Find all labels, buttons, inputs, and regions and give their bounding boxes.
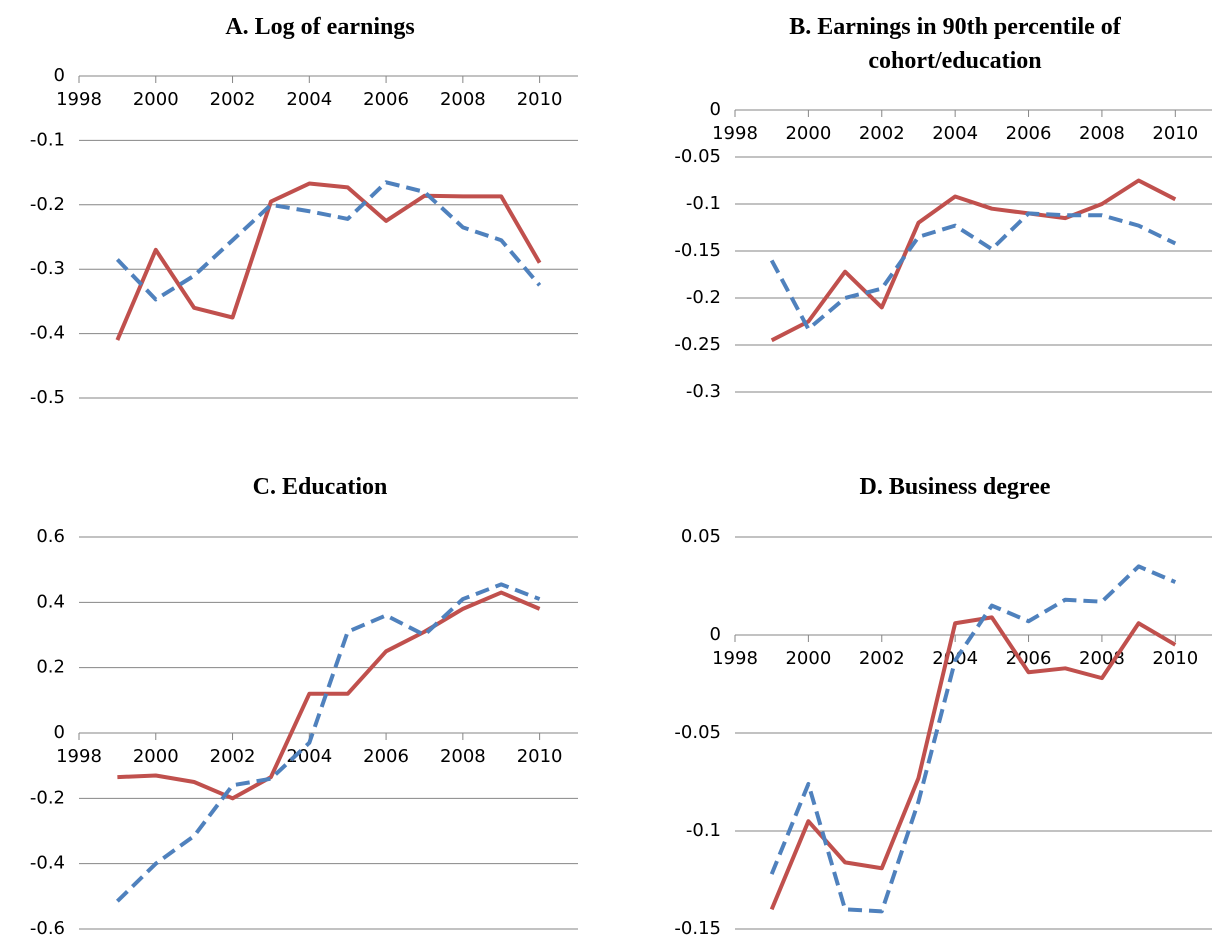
y-tick-label: -0.25: [674, 334, 721, 355]
y-tick-label: -0.4: [30, 853, 65, 874]
x-tick-label: 2010: [1152, 648, 1198, 669]
x-tick-label: 2006: [363, 746, 409, 767]
x-tick-label: 2002: [859, 648, 905, 669]
y-tick-label: -0.4: [30, 323, 65, 344]
y-tick-label: 0: [710, 99, 721, 120]
y-tick-label: -0.6: [30, 918, 65, 939]
x-tick-label: 2002: [859, 123, 905, 144]
series-line: [115, 180, 542, 302]
chart-title: A. Log of earnings: [225, 14, 415, 40]
y-tick-label: -0.2: [686, 287, 721, 308]
x-tick-label: 2000: [133, 746, 179, 767]
y-tick-label: 0.6: [36, 526, 65, 547]
x-tick-label: 1998: [56, 746, 102, 767]
y-tick-label: -0.3: [686, 381, 721, 402]
y-tick-label: 0.2: [36, 657, 65, 678]
series-line: [117, 590, 541, 801]
chart-title: C. Education: [252, 474, 388, 500]
chart-title: B. Earnings in 90th percentile of cohort…: [789, 14, 1121, 74]
series-line: [770, 178, 1177, 343]
x-tick-label: 2010: [517, 89, 563, 110]
series-line: [769, 615, 1177, 911]
x-tick-label: 1998: [56, 89, 102, 110]
x-tick-label: 2006: [1006, 123, 1052, 144]
x-tick-label: 2002: [210, 746, 256, 767]
x-tick-label: 2008: [1079, 123, 1125, 144]
x-tick-label: 2000: [785, 123, 831, 144]
x-tick-label: 2006: [363, 89, 409, 110]
x-tick-label: 2010: [1152, 123, 1198, 144]
x-tick-label: 1998: [712, 123, 758, 144]
y-tick-label: 0: [54, 65, 65, 86]
y-tick-label: -0.5: [30, 387, 65, 408]
series-line: [769, 211, 1177, 332]
y-tick-label: -0.2: [30, 787, 65, 808]
x-tick-label: 2010: [517, 746, 563, 767]
series-line: [769, 564, 1177, 914]
x-tick-label: 2008: [440, 89, 486, 110]
x-tick-label: 2000: [133, 89, 179, 110]
y-tick-label: -0.1: [686, 820, 721, 841]
x-tick-label: 2000: [785, 648, 831, 669]
chart-title: D. Business degree: [859, 474, 1051, 500]
y-tick-label: -0.15: [674, 240, 721, 261]
y-tick-label: 0.05: [681, 526, 721, 547]
y-tick-label: -0.2: [30, 194, 65, 215]
y-tick-label: 0: [54, 722, 65, 743]
y-tick-label: -0.15: [674, 918, 721, 939]
y-tick-label: -0.3: [30, 258, 65, 279]
y-tick-label: -0.1: [686, 193, 721, 214]
x-tick-label: 2004: [932, 123, 978, 144]
series-line: [115, 582, 541, 903]
x-tick-label: 2008: [440, 746, 486, 767]
y-tick-label: 0.4: [36, 591, 65, 612]
y-tick-label: -0.1: [30, 129, 65, 150]
x-tick-label: 2002: [210, 89, 256, 110]
y-tick-label: -0.05: [674, 146, 721, 167]
x-tick-label: 1998: [712, 648, 758, 669]
y-tick-label: -0.05: [674, 722, 721, 743]
series-line: [115, 181, 542, 341]
y-tick-label: 0: [710, 624, 721, 645]
x-tick-label: 2004: [286, 89, 332, 110]
